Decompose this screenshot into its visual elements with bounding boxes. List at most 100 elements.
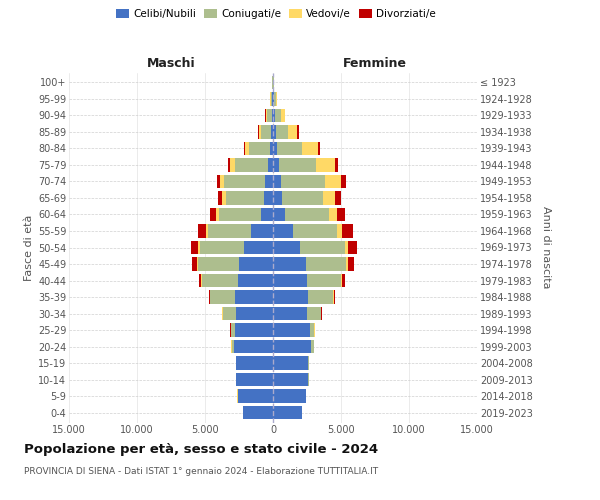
Bar — [235, 324, 273, 337]
Bar — [276, 125, 288, 138]
Text: Maschi: Maschi — [146, 57, 196, 70]
Bar — [218, 208, 261, 221]
Bar — [197, 257, 198, 271]
Bar — [281, 174, 325, 188]
Bar — [200, 240, 244, 254]
Bar — [236, 307, 273, 320]
Bar — [271, 92, 272, 106]
Bar — [281, 108, 285, 122]
Bar — [236, 373, 273, 386]
Bar — [277, 142, 302, 155]
Bar — [217, 174, 220, 188]
Bar — [210, 208, 216, 221]
Bar — [236, 356, 273, 370]
Bar — [276, 92, 277, 106]
Bar — [346, 257, 349, 271]
Bar — [337, 208, 345, 221]
Bar — [222, 307, 223, 320]
Bar — [268, 158, 273, 172]
Bar — [272, 108, 273, 122]
Bar — [235, 158, 268, 172]
Bar — [261, 208, 273, 221]
Bar — [275, 108, 281, 122]
Bar — [228, 158, 230, 172]
Bar — [349, 240, 358, 254]
Bar — [282, 191, 323, 204]
Bar — [273, 142, 277, 155]
Bar — [230, 158, 235, 172]
Bar — [329, 208, 337, 221]
Bar — [334, 290, 335, 304]
Bar — [273, 324, 310, 337]
Y-axis label: Anni di nascita: Anni di nascita — [541, 206, 551, 288]
Bar — [244, 142, 245, 155]
Bar — [273, 174, 281, 188]
Bar — [273, 406, 302, 419]
Bar — [273, 390, 305, 403]
Bar — [220, 174, 224, 188]
Bar — [288, 125, 298, 138]
Bar — [345, 240, 349, 254]
Bar — [273, 125, 276, 138]
Bar — [231, 324, 235, 337]
Bar — [341, 274, 343, 287]
Bar — [233, 340, 273, 353]
Bar — [273, 307, 307, 320]
Bar — [223, 307, 236, 320]
Bar — [273, 158, 279, 172]
Bar — [273, 224, 293, 238]
Bar — [258, 125, 259, 138]
Bar — [333, 290, 334, 304]
Bar — [249, 142, 269, 155]
Bar — [265, 174, 273, 188]
Bar — [198, 240, 200, 254]
Bar — [251, 224, 273, 238]
Bar — [318, 142, 320, 155]
Bar — [238, 274, 273, 287]
Bar — [311, 340, 314, 353]
Bar — [202, 274, 238, 287]
Bar — [273, 373, 308, 386]
Bar — [325, 174, 341, 188]
Bar — [267, 108, 272, 122]
Bar — [235, 290, 273, 304]
Bar — [349, 257, 354, 271]
Bar — [305, 257, 346, 271]
Bar — [337, 224, 343, 238]
Bar — [273, 92, 274, 106]
Bar — [310, 324, 314, 337]
Bar — [308, 356, 309, 370]
Bar — [193, 257, 197, 271]
Text: PROVINCIA DI SIENA - Dati ISTAT 1° gennaio 2024 - Elaborazione TUTTITALIA.IT: PROVINCIA DI SIENA - Dati ISTAT 1° genna… — [24, 468, 378, 476]
Legend: Celibi/Nubili, Coniugati/e, Vedovi/e, Divorziati/e: Celibi/Nubili, Coniugati/e, Vedovi/e, Di… — [112, 5, 440, 24]
Bar — [208, 224, 251, 238]
Bar — [197, 224, 206, 238]
Bar — [226, 191, 264, 204]
Bar — [321, 307, 322, 320]
Bar — [273, 257, 305, 271]
Bar — [232, 340, 233, 353]
Bar — [273, 340, 311, 353]
Bar — [238, 390, 273, 403]
Bar — [209, 290, 210, 304]
Bar — [307, 307, 320, 320]
Bar — [341, 174, 346, 188]
Bar — [264, 191, 273, 204]
Bar — [245, 142, 249, 155]
Bar — [216, 208, 218, 221]
Text: Popolazione per età, sesso e stato civile - 2024: Popolazione per età, sesso e stato civil… — [24, 442, 378, 456]
Bar — [211, 290, 235, 304]
Bar — [308, 290, 333, 304]
Bar — [279, 158, 316, 172]
Bar — [218, 191, 222, 204]
Bar — [273, 108, 275, 122]
Bar — [269, 142, 273, 155]
Bar — [271, 125, 273, 138]
Bar — [273, 191, 282, 204]
Bar — [300, 240, 345, 254]
Bar — [262, 125, 271, 138]
Bar — [273, 208, 285, 221]
Bar — [266, 108, 267, 122]
Bar — [273, 356, 308, 370]
Bar — [191, 240, 198, 254]
